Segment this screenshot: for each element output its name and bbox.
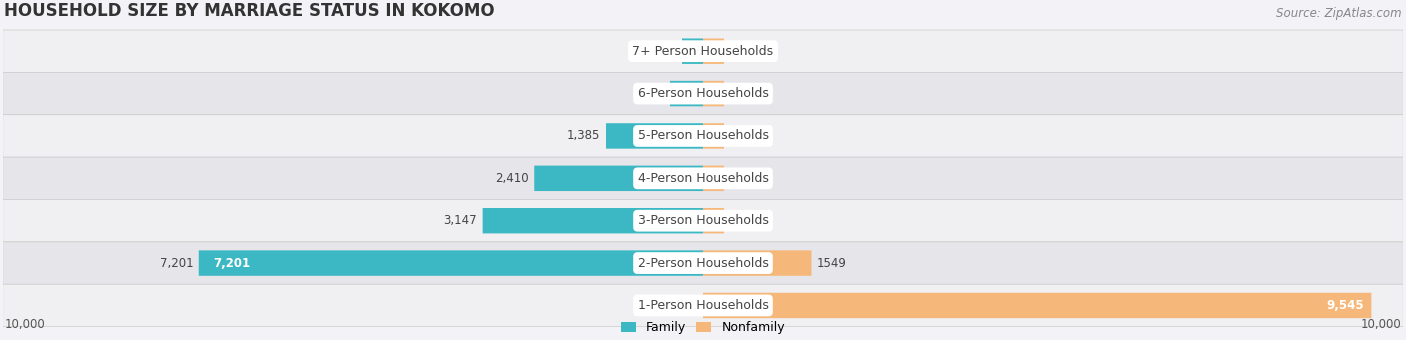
FancyBboxPatch shape bbox=[3, 30, 1403, 72]
Text: 7+ Person Households: 7+ Person Households bbox=[633, 45, 773, 58]
Text: 1,385: 1,385 bbox=[567, 130, 600, 142]
FancyBboxPatch shape bbox=[534, 166, 703, 191]
Text: 157: 157 bbox=[730, 214, 752, 227]
FancyBboxPatch shape bbox=[703, 166, 724, 191]
FancyBboxPatch shape bbox=[3, 242, 1403, 284]
FancyBboxPatch shape bbox=[703, 293, 1371, 318]
FancyBboxPatch shape bbox=[3, 200, 1403, 242]
Text: 5-Person Households: 5-Person Households bbox=[637, 130, 769, 142]
Text: 2,410: 2,410 bbox=[495, 172, 529, 185]
Text: 10,000: 10,000 bbox=[4, 318, 45, 331]
FancyBboxPatch shape bbox=[3, 115, 1403, 157]
Text: 4-Person Households: 4-Person Households bbox=[637, 172, 769, 185]
FancyBboxPatch shape bbox=[703, 123, 724, 149]
Text: 0: 0 bbox=[730, 130, 737, 142]
FancyBboxPatch shape bbox=[3, 157, 1403, 200]
FancyBboxPatch shape bbox=[703, 208, 724, 234]
FancyBboxPatch shape bbox=[482, 208, 703, 234]
Text: 1549: 1549 bbox=[817, 257, 846, 270]
FancyBboxPatch shape bbox=[703, 250, 811, 276]
FancyBboxPatch shape bbox=[3, 284, 1403, 327]
FancyBboxPatch shape bbox=[3, 72, 1403, 115]
FancyBboxPatch shape bbox=[669, 81, 703, 106]
Text: 0: 0 bbox=[730, 45, 737, 58]
Text: 9,545: 9,545 bbox=[1327, 299, 1364, 312]
Text: Source: ZipAtlas.com: Source: ZipAtlas.com bbox=[1277, 7, 1402, 20]
Text: 11: 11 bbox=[730, 87, 745, 100]
Text: 1-Person Households: 1-Person Households bbox=[637, 299, 769, 312]
Text: 472: 472 bbox=[643, 87, 665, 100]
Text: 3,147: 3,147 bbox=[443, 214, 477, 227]
FancyBboxPatch shape bbox=[606, 123, 703, 149]
FancyBboxPatch shape bbox=[703, 81, 724, 106]
Text: 7,201: 7,201 bbox=[212, 257, 250, 270]
Text: HOUSEHOLD SIZE BY MARRIAGE STATUS IN KOKOMO: HOUSEHOLD SIZE BY MARRIAGE STATUS IN KOK… bbox=[4, 2, 495, 20]
Text: 178: 178 bbox=[654, 45, 676, 58]
Text: 10,000: 10,000 bbox=[1361, 318, 1402, 331]
FancyBboxPatch shape bbox=[198, 250, 703, 276]
Text: 3-Person Households: 3-Person Households bbox=[637, 214, 769, 227]
Text: 11: 11 bbox=[730, 172, 745, 185]
Text: 7,201: 7,201 bbox=[159, 257, 193, 270]
Text: 6-Person Households: 6-Person Households bbox=[637, 87, 769, 100]
Legend: Family, Nonfamily: Family, Nonfamily bbox=[616, 316, 790, 339]
FancyBboxPatch shape bbox=[682, 38, 703, 64]
FancyBboxPatch shape bbox=[703, 38, 724, 64]
Text: 2-Person Households: 2-Person Households bbox=[637, 257, 769, 270]
